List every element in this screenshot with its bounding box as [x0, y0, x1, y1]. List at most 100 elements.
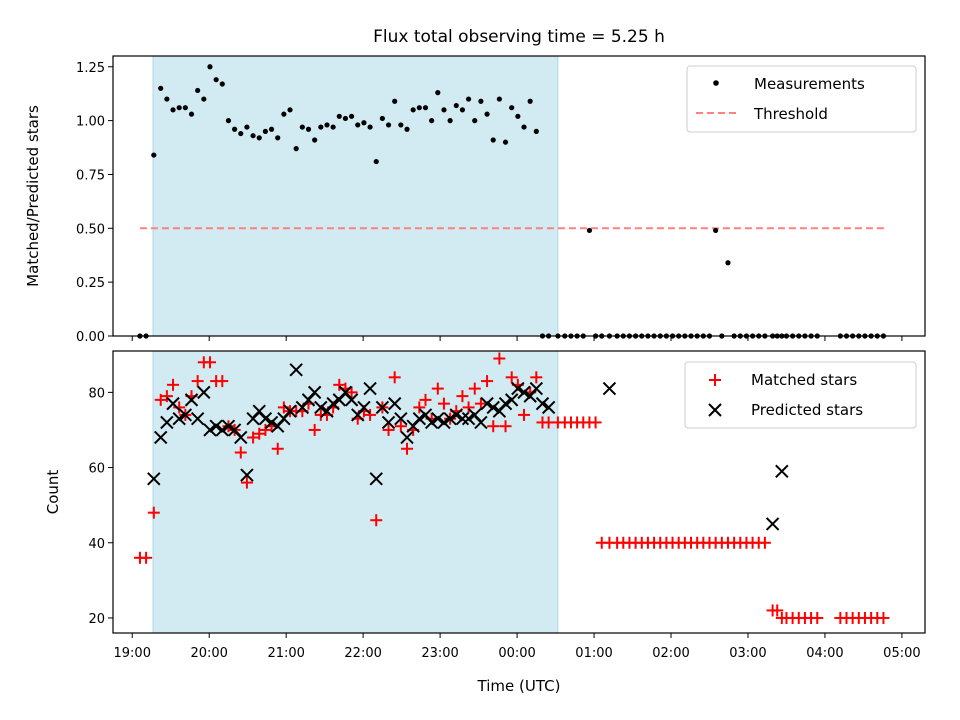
predicted-point-b: [363, 381, 377, 396]
measurement-point: [256, 135, 262, 141]
predicted-point: [160, 415, 174, 430]
chart-title: Flux total observing time = 5.25 h: [373, 27, 665, 47]
measurement-point: [232, 126, 238, 132]
predicted-point-b: [326, 396, 340, 411]
predicted-point-b: [541, 400, 556, 415]
measurement-point: [410, 107, 416, 113]
measurement-point: [158, 85, 164, 91]
predicted-point: [449, 408, 463, 422]
matched-point: [259, 423, 272, 436]
top-ytick-label: 0.00: [76, 330, 105, 345]
predicted-point: [455, 411, 470, 426]
predicted-point: [209, 419, 223, 433]
measurement-point: [465, 96, 472, 102]
predicted-point-b: [190, 411, 205, 426]
matched-point: [518, 408, 531, 421]
matched-point: [474, 397, 487, 410]
predicted-point-b: [437, 415, 451, 430]
predicted-point-b: [480, 396, 494, 411]
matched-point: [140, 551, 153, 564]
measurement-point: [281, 111, 287, 117]
predicted-point-b: [381, 415, 396, 430]
legend-predicted-label: Predicted stars: [751, 401, 863, 419]
matched-point: [370, 514, 383, 527]
xtick-label: 19:00: [114, 646, 151, 661]
measurement-point: [367, 124, 373, 130]
bottom-series-predicted-stars: [147, 363, 789, 531]
matched-point: [234, 446, 247, 459]
matched-point: [147, 506, 160, 519]
measurement-point: [472, 118, 478, 124]
measurement-point: [164, 96, 170, 102]
predicted-point-b: [498, 396, 513, 411]
measurement-point: [336, 113, 342, 119]
top-legend: Measurements Threshold: [686, 65, 917, 133]
predicted-point-b: [394, 411, 408, 426]
predicted-point: [504, 393, 519, 407]
measurement-point: [195, 87, 201, 94]
matched-point: [758, 536, 771, 549]
matched-point: [203, 356, 216, 369]
predicted-point: [424, 415, 439, 430]
bottom-legend: Matched stars Predicted stars: [684, 361, 917, 429]
xtick-label: 00:00: [498, 646, 535, 661]
bottom-axes-frame: [112, 350, 926, 634]
matched-point: [811, 611, 824, 624]
predicted-point-b: [307, 385, 322, 400]
top-ylabel: Matched/Predicted stars: [24, 105, 42, 287]
predicted-point: [307, 385, 322, 400]
predicted-point: [283, 404, 297, 418]
matched-point: [530, 371, 543, 384]
bottom-ytick-label: 40: [88, 537, 105, 552]
measurement-point: [268, 126, 275, 132]
predicted-point-b: [535, 396, 550, 411]
measurement-point: [422, 105, 429, 111]
matched-point: [308, 423, 321, 436]
predicted-point-b: [234, 430, 248, 445]
measurement-point: [244, 124, 250, 130]
measurement-point: [379, 115, 385, 122]
legend-matched-marker: [709, 374, 721, 386]
matched-point: [437, 397, 450, 410]
xtick-label: 04:00: [806, 646, 843, 661]
predicted-point-b: [602, 381, 617, 396]
predicted-point: [400, 430, 414, 445]
predicted-point: [765, 517, 780, 531]
measurement-point: [515, 113, 521, 119]
xtick-label: 23:00: [421, 646, 458, 661]
predicted-point-b: [203, 423, 217, 437]
legend-predicted-marker-b: [708, 403, 722, 417]
predicted-point-b: [387, 396, 402, 411]
predicted-point: [486, 400, 500, 415]
measurement-point: [293, 146, 299, 152]
bottom-ylabel: Count: [44, 470, 62, 515]
predicted-point: [221, 419, 236, 433]
predicted-point: [326, 396, 340, 411]
measurement-point: [416, 105, 422, 111]
measurement-point: [330, 124, 336, 130]
predicted-point-b: [504, 393, 519, 407]
predicted-point: [517, 385, 531, 400]
predicted-point-b: [517, 385, 531, 400]
matched-point: [877, 611, 890, 624]
predicted-point-b: [511, 381, 525, 396]
matched-point: [401, 442, 414, 455]
bottom-ytick-label: 80: [88, 386, 105, 401]
measurement-point: [312, 137, 318, 143]
predicted-point-b: [424, 415, 439, 430]
measurement-point: [441, 107, 447, 113]
measurement-point: [725, 260, 731, 266]
xtick-label: 22:00: [344, 646, 381, 661]
predicted-point-b: [258, 411, 273, 426]
measurement-point: [170, 107, 176, 113]
predicted-point: [541, 400, 556, 415]
predicted-point: [602, 381, 617, 396]
matched-point: [388, 371, 401, 384]
predicted-point-b: [154, 430, 168, 445]
measurement-point: [213, 77, 219, 83]
predicted-point-b: [215, 423, 229, 437]
measurement-point: [435, 90, 441, 96]
measurement-point: [527, 98, 533, 104]
measurement-point: [404, 126, 410, 132]
measurement-point: [287, 107, 293, 113]
